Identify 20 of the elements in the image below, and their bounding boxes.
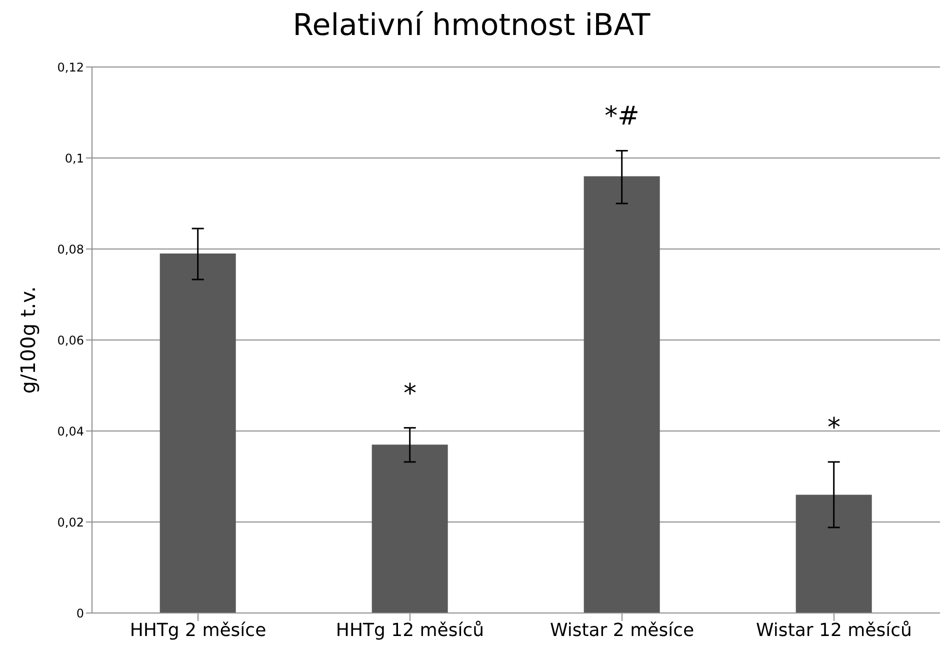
y-axis-title: g/100g t.v. [16,286,40,394]
x-tick-label: HHTg 2 měsíce [130,620,266,641]
x-tick-label: Wistar 12 měsíců [756,620,912,641]
y-tick-label: 0,06 [57,333,84,348]
y-tick-label: 0,02 [57,515,84,530]
y-tick-label: 0,1 [64,151,84,166]
annotation: * [828,412,840,443]
bar [372,444,448,613]
x-tick-label: Wistar 2 měsíce [550,620,694,641]
bar [584,176,660,613]
bar [796,494,872,613]
annotation: * [404,378,416,409]
y-tick-label: 0,04 [57,424,84,438]
chart-title: Relativní hmotnost iBAT [292,8,652,43]
x-tick-label: HHTg 12 měsíců [336,620,484,641]
y-tick-label: 0,12 [57,60,84,74]
bar [160,254,236,613]
y-tick-label: 0 [76,606,84,620]
y-tick-label: 0,08 [57,242,84,256]
annotation: *# [604,102,640,132]
